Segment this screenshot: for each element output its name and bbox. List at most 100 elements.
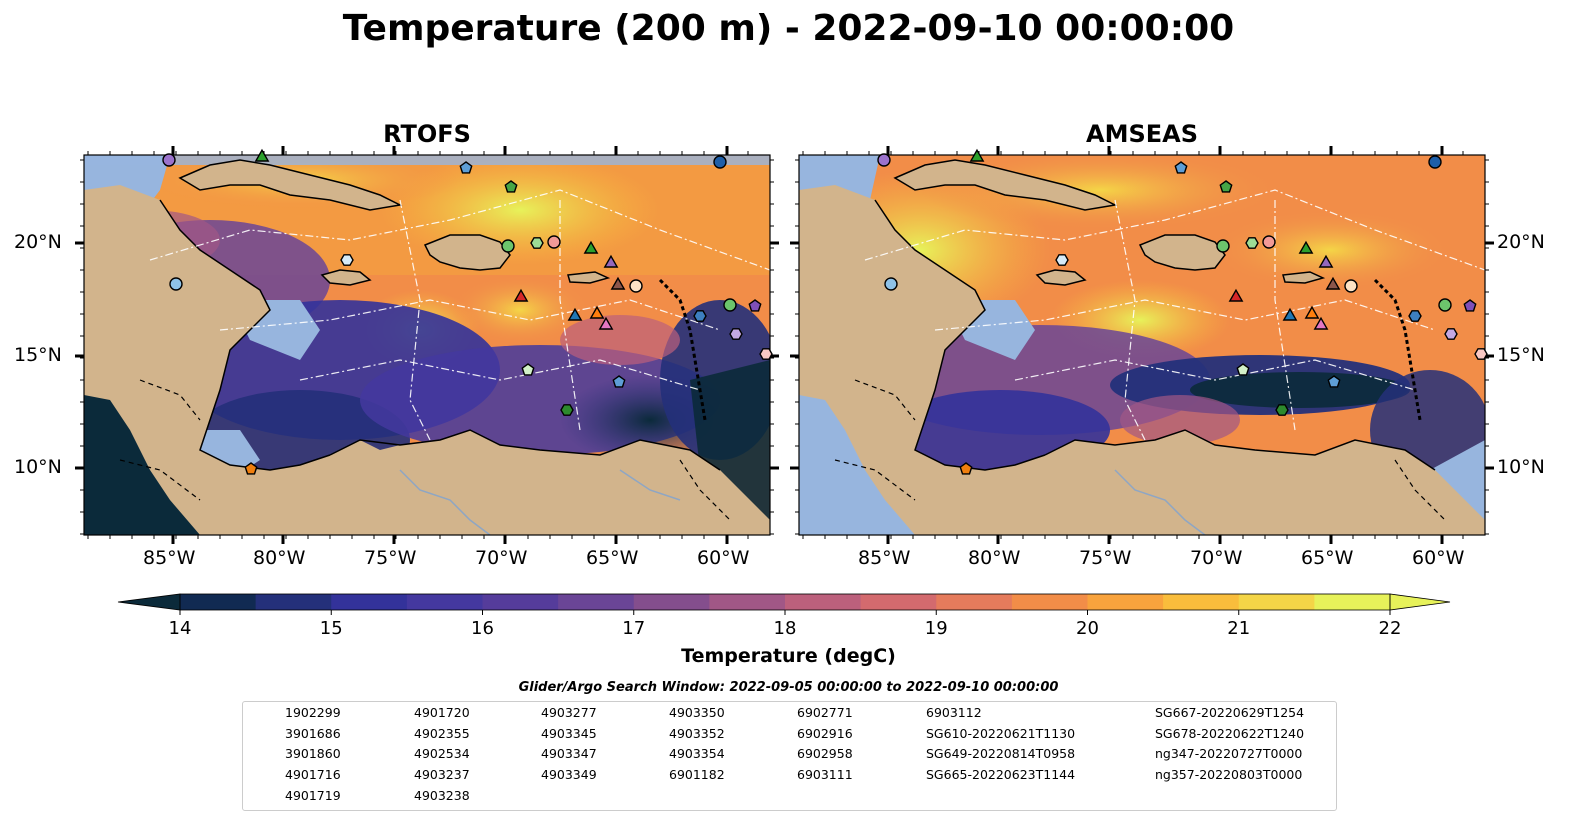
lat-tick-label: 15°N: [14, 344, 62, 366]
map-marker-4903347: [501, 239, 515, 253]
colorbar-band: [709, 594, 786, 610]
legend-label: 4903238: [414, 787, 470, 803]
panel-title-amseas: AMSEAS: [1086, 120, 1198, 148]
colorbar-band: [255, 594, 332, 610]
colorbar-band: [1087, 594, 1164, 610]
amseas-map: [799, 155, 1485, 535]
map-marker-SG649-20220814T0958: [1304, 305, 1320, 319]
map-marker-ng347-20220727T0000: [610, 276, 626, 290]
legend-label: 3901686: [285, 725, 341, 741]
lon-tick-label: 85°W: [858, 547, 911, 569]
map-marker-6903112: [729, 328, 743, 340]
colorbar-tick-label: 17: [622, 618, 646, 639]
map-marker-3901860: [459, 161, 473, 174]
legend-label: 4902534: [414, 746, 470, 762]
legend-label: SG667-20220629T1254: [1155, 705, 1305, 720]
lon-tick-label: 70°W: [1190, 547, 1243, 569]
colorbar-band: [936, 594, 1013, 610]
search-window-caption: Glider/Argo Search Window: 2022-09-05 00…: [518, 680, 1059, 695]
legend-label: 4903277: [541, 705, 597, 720]
map-marker-4903277: [1275, 404, 1289, 416]
legend-label: 6902771: [797, 705, 853, 720]
map-marker-4901720: [959, 462, 973, 475]
colorbar-tick-label: 14: [168, 618, 192, 639]
figure-title: Temperature (200 m) - 2022-09-10 00:00:0…: [342, 8, 1235, 49]
legend-label: 4902355: [414, 725, 470, 741]
float-markers: [162, 148, 1488, 475]
colorbar-tick-label: 15: [319, 618, 343, 639]
map-marker-1902299: [713, 155, 727, 169]
legend: [242, 701, 1337, 811]
lon-tick-label: 70°W: [475, 547, 528, 569]
colorbar-band: [1238, 594, 1315, 610]
map-marker-SG667-20220629T1254: [1228, 288, 1244, 302]
legend-label: ng347-20220727T0000: [1155, 746, 1303, 762]
colorbar-band: [860, 594, 937, 610]
lat-tick-label: 10°N: [1497, 456, 1545, 478]
map-marker-4903238: [1344, 279, 1358, 293]
legend-label: 4903354: [669, 746, 725, 762]
legend-label: SG610-20220621T1130: [926, 725, 1076, 741]
map-marker-4903349: [1245, 237, 1259, 249]
map-marker-4903345: [1219, 180, 1233, 193]
map-marker-SG665-20220623T1144: [1298, 240, 1314, 254]
lat-tick-label: 20°N: [1497, 231, 1545, 253]
colorbar-band: [1314, 594, 1391, 610]
legend-label: 4903352: [669, 725, 725, 741]
colorbar-tick-label: 16: [471, 618, 494, 639]
lon-tick-label: 75°W: [1079, 547, 1132, 569]
map-marker-3901860: [1327, 375, 1341, 388]
legend-label: 4903350: [669, 705, 725, 720]
legend-label: SG665-20220623T1144: [926, 767, 1076, 783]
amseas-frame: [798, 154, 1486, 536]
lat-tick-label: 15°N: [1497, 344, 1545, 366]
legend-label: 4903347: [541, 746, 597, 762]
map-marker-4901719: [340, 254, 354, 266]
colorbar-band: [1163, 594, 1240, 610]
map-marker-SG678-20220622T1240: [603, 254, 619, 268]
rtofs-frame: [83, 154, 771, 536]
map-marker-SG665-20220623T1144: [254, 148, 270, 162]
map-marker-4903277: [560, 404, 574, 416]
map-marker-1902299: [1428, 155, 1442, 169]
legend-label: 6903111: [797, 767, 853, 783]
legend-label: 3901860: [285, 746, 341, 762]
map-marker-4901719: [1055, 254, 1069, 266]
colorbar-tick-label: 18: [773, 618, 797, 639]
map-marker-6903111: [162, 153, 176, 167]
legend-label: 4903349: [541, 767, 597, 783]
map-marker-6902771: [1262, 235, 1276, 249]
map-marker-4903347: [1438, 298, 1452, 312]
legend-label: 6902916: [797, 725, 853, 741]
map-marker-4903349: [530, 237, 544, 249]
lon-tick-label: 80°W: [253, 547, 306, 569]
lon-tick-label: 80°W: [968, 547, 1021, 569]
legend-label: 6903112: [926, 705, 982, 720]
colorbar-label: Temperature (degC): [681, 645, 896, 667]
map-marker-4903347: [723, 298, 737, 312]
legend-label: 4901719: [285, 787, 341, 803]
lon-tick-label: 60°W: [697, 547, 750, 569]
legend-label: 4901716: [285, 767, 341, 783]
legend-label: 6901182: [669, 767, 725, 783]
lon-tick-label: 85°W: [143, 547, 196, 569]
map-marker-6902916: [1474, 348, 1488, 360]
map-marker-SG665-20220623T1144: [583, 240, 599, 254]
axis-ticks: [75, 146, 1494, 544]
colorbar-band: [482, 594, 559, 610]
map-marker-3901860: [1174, 161, 1188, 174]
map-marker-SG610-20220621T1130: [1282, 307, 1298, 321]
map-marker-4903238: [629, 279, 643, 293]
map-marker-4901716: [884, 277, 898, 291]
map-marker-SG665-20220623T1144: [969, 148, 985, 162]
lat-tick-label: 20°N: [14, 231, 62, 253]
map-marker-ng357-20220803T0000: [598, 316, 614, 330]
map-marker-6902771: [547, 235, 561, 249]
colorbar-band: [331, 594, 408, 610]
rtofs-map: [84, 155, 770, 535]
map-marker-3901686: [693, 310, 707, 322]
colorbar: [117, 593, 1451, 615]
map-marker-SG678-20220622T1240: [1318, 254, 1334, 268]
map-marker-ng357-20220803T0000: [1313, 316, 1329, 330]
